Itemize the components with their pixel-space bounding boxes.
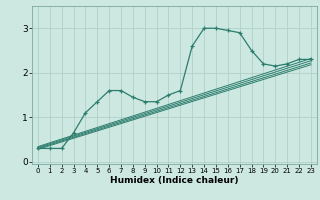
X-axis label: Humidex (Indice chaleur): Humidex (Indice chaleur) <box>110 176 239 185</box>
